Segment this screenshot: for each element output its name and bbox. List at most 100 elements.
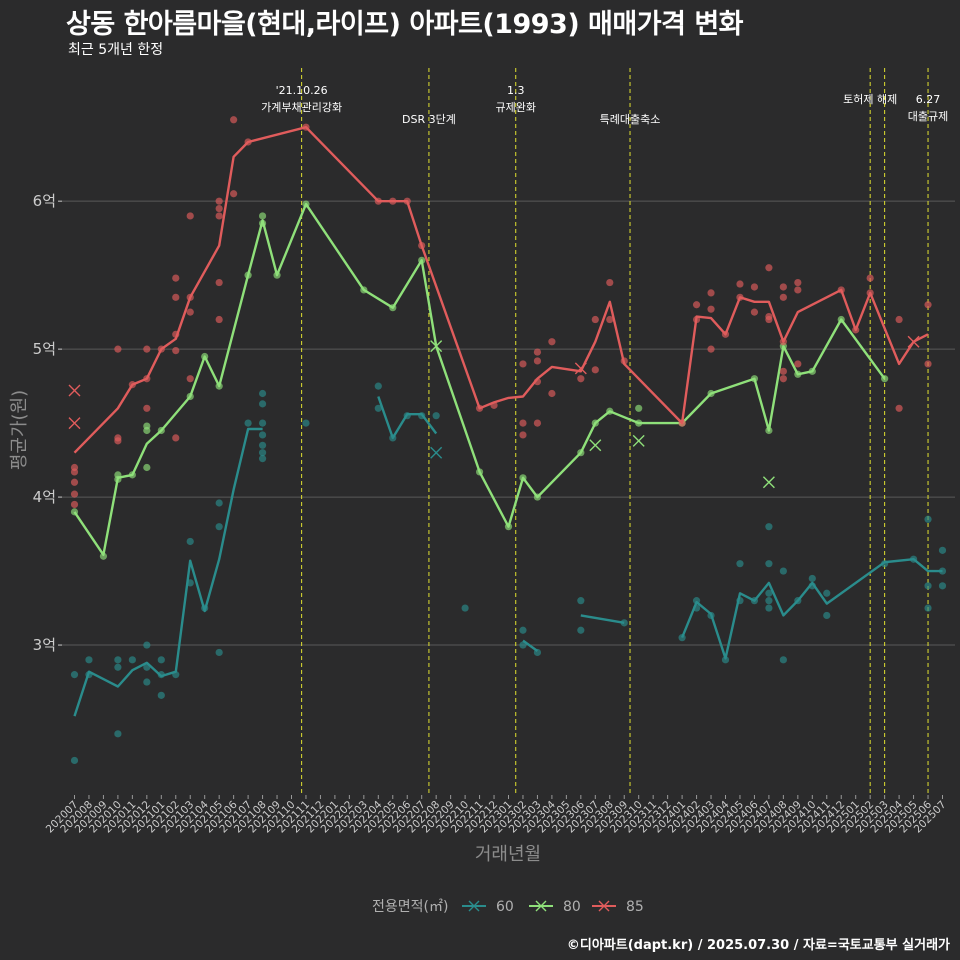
series-line-80 [73,202,886,556]
cross-marker-85 [68,417,81,430]
data-point-85 [548,338,556,346]
data-point-85 [779,293,787,301]
cross-marker-85 [574,362,587,375]
y-tick-label: 5억 [33,340,56,358]
data-point-60 [186,537,194,546]
data-point-80 [99,552,108,560]
cross-marker-60 [430,446,443,459]
data-point-80 [143,426,151,435]
chart-subtitle: 최근 5개년 한정 [68,42,164,58]
data-point-85 [70,478,79,486]
data-point-85 [519,360,527,368]
data-point-60 [85,656,93,664]
data-point-60 [765,604,773,612]
cross-marker-85 [907,335,920,348]
data-point-60 [258,389,267,398]
y-tick-label: 3억 [33,636,56,654]
data-point-85 [519,431,527,439]
data-point-60 [765,560,773,568]
data-point-60 [765,523,773,531]
data-point-85 [924,360,932,368]
data-point-60 [374,404,382,412]
event-annotation: '21.10.26 [276,84,328,97]
data-point-85 [707,289,715,297]
cross-marker-80 [589,439,602,452]
data-point-85 [577,375,585,383]
data-point-60 [577,626,585,634]
series-line-60 [580,614,625,624]
data-point-60 [765,597,773,605]
data-point-85 [794,278,802,287]
event-annotation: 6.27 [916,93,941,106]
data-point-85 [779,367,787,375]
legend-label-80: 80 [563,899,581,915]
event-annotation: 규제완화 [495,101,535,114]
data-point-85 [866,274,874,282]
data-point-85 [794,360,802,368]
data-point-60 [143,641,151,649]
data-point-60 [70,671,79,679]
data-point-85 [924,301,932,309]
event-annotation: 1.3 [507,84,525,97]
legend-label-60: 60 [496,899,514,915]
data-point-60 [779,656,787,664]
data-point-85 [172,293,180,301]
chart-title: 상동 한아름마을(현대,라이프) 아파트(1993) 매매가격 변화 [66,9,744,40]
data-point-85 [606,278,614,287]
data-point-60 [258,441,267,449]
data-point-85 [70,468,79,476]
series-line-60 [377,396,438,440]
data-point-60 [215,523,223,531]
event-annotation: 대출규제 [908,110,948,123]
data-point-85 [591,366,599,374]
data-point-85 [215,212,223,220]
data-point-85 [779,283,787,291]
cross-marker-80 [430,340,443,353]
data-point-60 [924,582,932,590]
data-point-85 [215,315,223,324]
data-point-60 [779,567,787,575]
data-point-60 [808,574,816,583]
data-point-60 [128,656,136,664]
data-point-85 [765,264,773,272]
data-point-85 [114,345,122,353]
data-point-85 [794,286,802,294]
series-line-85 [73,126,929,454]
source-caption: ©디아파트(dapt.kr) / 2025.07.30 / 자료=국토교통부 실… [566,938,950,953]
data-point-60 [215,648,223,657]
data-point-60 [432,412,440,420]
data-point-80 [635,404,643,412]
data-point-85 [692,301,701,309]
x-axis-title: 거래년월 [475,844,541,865]
data-point-85 [533,348,542,356]
data-point-85 [765,315,773,324]
y-axis-title: 평균가(원) [9,390,30,470]
data-point-60 [157,691,165,699]
data-point-85 [707,305,715,313]
data-point-60 [258,431,267,439]
data-point-85 [230,116,238,124]
data-point-60 [258,455,267,463]
data-point-85 [172,434,180,442]
data-point-85 [172,347,180,355]
data-point-60 [765,589,773,597]
data-point-85 [533,419,542,427]
event-annotation: 토허제 해제 [843,92,897,106]
data-point-60 [258,400,267,408]
data-point-60 [114,656,122,664]
data-point-85 [779,375,787,383]
legend-label-85: 85 [626,899,644,915]
cross-marker-85 [68,384,81,397]
data-point-60 [258,449,267,457]
data-point-85 [70,490,79,498]
data-point-85 [548,389,556,398]
data-point-60 [258,419,267,427]
event-annotation: DSR 3단계 [402,113,456,126]
data-point-85 [186,375,194,383]
data-point-85 [186,212,194,220]
cross-marker-80 [632,434,645,447]
data-point-85 [114,437,122,445]
data-point-85 [533,357,542,365]
data-point-60 [215,499,223,507]
event-annotation: 특례대출축소 [600,113,661,126]
